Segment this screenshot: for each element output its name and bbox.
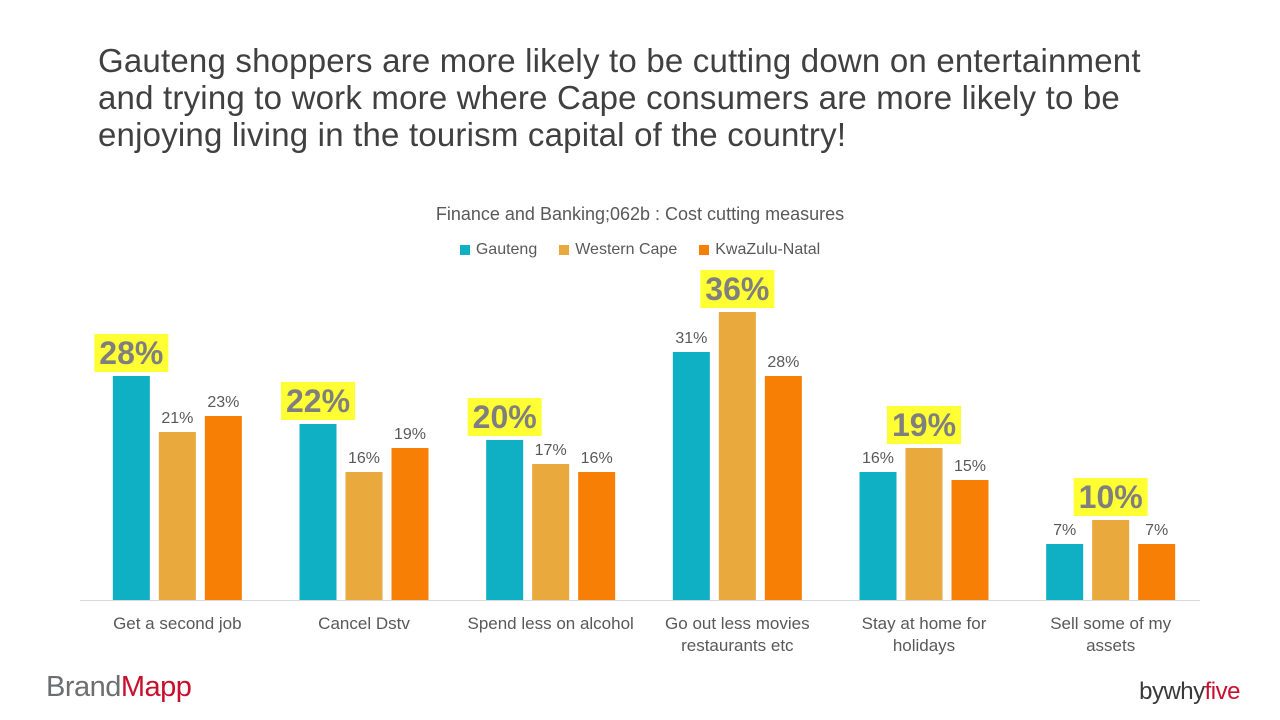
category-label-4-line-1: holidays [893,636,955,655]
category-label-2: Spend less on alcohol [467,614,633,633]
category-label-3-line-0: Go out less movies [665,614,810,633]
data-label-kwazulu-natal-3: 28% [767,354,799,371]
data-label-highlight-4: 19% [892,407,956,443]
legend-label-kwazulu-natal: KwaZulu-Natal [715,241,821,258]
legend-label-gauteng: Gauteng [475,241,538,258]
bar-western-cape-4 [905,448,943,600]
legend-item-gauteng: Gauteng [459,241,538,259]
highlight-box-2 [467,398,542,436]
bar-gauteng-5 [1046,544,1084,600]
legend-item-kwazulu-natal: KwaZulu-Natal [699,241,820,259]
chart-legend: Gauteng Western Cape KwaZulu-Natal [0,241,1280,259]
data-label-highlight-2: 20% [473,399,537,435]
category-label-5-line-0: Sell some of my [1050,614,1171,633]
bar-gauteng-3 [672,352,710,600]
data-label-western-cape-1: 16% [348,450,380,467]
data-label-highlight-3: 36% [705,271,769,307]
headline: Gauteng shoppers are more likely to be c… [98,42,1141,153]
data-label-highlight-5: 10% [1079,479,1143,515]
highlight-box-3 [700,270,775,308]
data-label-kwazulu-natal-0: 23% [207,394,239,411]
chart-title: Finance and Banking;062b : Cost cutting … [435,204,845,224]
bar-gauteng-2 [486,440,524,600]
category-label-3-line-1: restaurants etc [681,636,794,655]
bar-western-cape-2 [532,464,570,600]
bar-kwazulu-natal-4 [951,480,989,600]
category-label-1: Cancel Dstv [318,614,410,633]
bar-gauteng-0 [112,376,150,600]
bar-gauteng-4 [859,472,897,600]
data-label-kwazulu-natal-1: 19% [394,426,426,443]
brandmapp-logo-prefix: Brand [46,671,121,703]
highlight-box-5 [1073,478,1148,516]
category-label-4-line-0: Stay at home for [862,614,987,633]
bar-western-cape-5 [1092,520,1130,600]
brandmapp-logo: BrandMapp [46,671,192,704]
bar-gauteng-1 [299,424,337,600]
category-label-5-line-1: assets [1086,636,1135,655]
highlight-box-4 [887,406,961,444]
data-label-western-cape-0: 21% [161,410,193,427]
legend-swatch-western-cape [559,245,570,255]
data-label-gauteng-3: 31% [675,330,707,347]
bar-kwazulu-natal-3 [764,376,802,600]
highlight-box-1 [281,382,355,420]
bar-western-cape-1 [345,472,383,600]
legend-item-western-cape: Western Cape [559,241,677,259]
data-label-gauteng-5: 7% [1053,522,1076,539]
data-label-kwazulu-natal-2: 16% [581,450,613,467]
legend-swatch-kwazulu-natal [699,245,710,255]
data-label-kwazulu-natal-5: 7% [1145,522,1168,539]
legend-label-western-cape: Western Cape [575,241,678,258]
legend-swatch-gauteng [459,245,470,255]
data-label-gauteng-4: 16% [862,450,894,467]
brandmapp-logo-accent: Mapp [120,671,192,703]
data-label-highlight-1: 22% [286,383,350,419]
bar-kwazulu-natal-5 [1138,544,1176,600]
category-label-0: Get a second job [113,614,242,633]
bar-kwazulu-natal-2 [578,472,616,600]
whyfive-logo: bywhyfive [1139,678,1240,706]
highlight-box-0 [94,334,169,372]
bar-western-cape-3 [718,312,756,600]
whyfive-logo-accent: five [1204,678,1241,705]
bar-western-cape-0 [158,432,196,600]
data-label-kwazulu-natal-4: 15% [954,458,986,475]
data-label-western-cape-2: 17% [535,442,567,459]
bar-kwazulu-natal-0 [204,416,242,600]
bar-kwazulu-natal-1 [391,448,429,600]
whyfive-logo-prefix: bywhy [1139,678,1205,705]
data-label-highlight-0: 28% [99,335,163,371]
